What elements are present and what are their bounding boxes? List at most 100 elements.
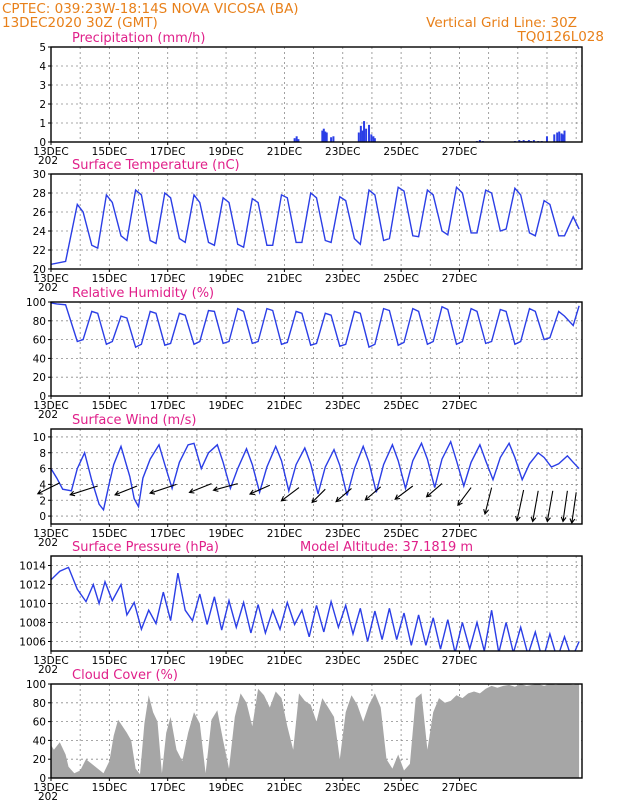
precip-bar — [321, 130, 324, 142]
y-tick-label: 5 — [39, 42, 46, 54]
y-tick-label: 40 — [33, 353, 46, 365]
wind-arrow — [69, 485, 98, 497]
x-tick-label: 19DEC — [208, 400, 243, 412]
y-tick-label: 2 — [39, 99, 46, 111]
x-tick-label: 17DEC — [150, 528, 185, 540]
y-tick-label: 20 — [33, 264, 46, 276]
precip-bar — [563, 130, 566, 142]
x-tick-label: 17DEC — [150, 146, 185, 158]
precip-bar — [532, 140, 535, 142]
header-model: TQ0126L028 — [516, 29, 604, 45]
wind-title: Surface Wind (m/s) — [72, 413, 196, 428]
y-tick-label: 20 — [33, 372, 46, 384]
cloud-title: Cloud Cover (%) — [72, 668, 178, 683]
precip-bar — [359, 125, 362, 142]
y-tick-label: 100 — [26, 297, 46, 309]
x-tick-label: 21DEC — [267, 782, 302, 794]
precip-bar — [361, 130, 364, 142]
x-tick-label: 17DEC — [150, 273, 185, 285]
y-tick-label: 0 — [39, 391, 46, 403]
y-tick-label: 20 — [33, 754, 46, 766]
y-tick-label: 60 — [33, 717, 46, 729]
precip-bar — [293, 138, 296, 142]
x-tick-label: 17DEC — [150, 400, 185, 412]
x-tick-label: 13DEC — [33, 146, 68, 158]
x-tick-label: 27DEC — [442, 273, 477, 285]
y-tick-label: 0 — [39, 773, 46, 785]
wind-arrow — [280, 487, 300, 502]
x-tick-label: 25DEC — [383, 782, 418, 794]
wind-arrow — [483, 487, 493, 516]
x-tick-label: 15DEC — [92, 528, 127, 540]
x-tick-label: 17DEC — [150, 782, 185, 794]
panel-temperature: 20 22 24 26 28 30 13DEC 15DEC 17DEC 19DEC 21DEC 23D… — [33, 158, 583, 294]
wind-arrow — [311, 488, 326, 504]
precip-bar — [325, 132, 328, 142]
precip-bar — [365, 128, 368, 142]
y-tick-label: 2 — [39, 495, 46, 507]
y-tick-label: 100 — [26, 679, 46, 691]
y-tick-label: 4 — [39, 61, 46, 73]
wind-arrow — [188, 483, 212, 494]
x-tick-label: 19DEC — [208, 782, 243, 794]
x-year-label: 202 — [38, 409, 58, 421]
pressure-series-line — [51, 566, 580, 651]
wind-arrow — [364, 486, 382, 501]
y-tick-label: 26 — [33, 207, 47, 219]
x-tick-label: 15DEC — [92, 782, 127, 794]
x-year-label: 202 — [38, 791, 58, 800]
x-tick-label: 23DEC — [325, 273, 360, 285]
wind-frame — [50, 428, 583, 525]
wind-arrow — [335, 487, 352, 503]
humidity-frame — [50, 301, 583, 397]
x-tick-label: 23DEC — [325, 782, 360, 794]
y-tick-label: 8 — [39, 448, 46, 460]
header-run-date: 13DEC2020 30Z (GMT) — [2, 15, 158, 31]
precip-bar — [368, 124, 371, 142]
wind-arrow — [149, 483, 177, 495]
y-tick-label: 1 — [39, 118, 46, 130]
precip-bar — [553, 134, 556, 142]
precip-bar — [518, 140, 521, 142]
y-tick-label: 3 — [39, 80, 46, 92]
x-tick-label: 21DEC — [267, 400, 302, 412]
x-tick-label: 23DEC — [325, 528, 360, 540]
x-tick-label: 27DEC — [442, 655, 477, 667]
x-tick-label: 25DEC — [383, 273, 418, 285]
y-tick-label: 1008 — [19, 618, 46, 630]
x-tick-label: 27DEC — [442, 528, 477, 540]
y-tick-label: 80 — [33, 316, 46, 328]
x-tick-label: 15DEC — [92, 273, 127, 285]
y-tick-label: 1014 — [19, 561, 46, 573]
x-year-label: 202 — [38, 537, 58, 549]
x-tick-label: 15DEC — [92, 146, 127, 158]
chart-panels: 0 1 2 3 4 5 13DEC 15DEC 17DEC 19DEC 21DEC 23DEC 25DE… — [19, 31, 583, 800]
wind-arrow — [545, 490, 554, 523]
precip-bar — [332, 136, 335, 142]
y-tick-label: 40 — [33, 735, 46, 747]
x-tick-label: 19DEC — [208, 146, 243, 158]
x-tick-label: 27DEC — [442, 146, 477, 158]
cloud-frame — [50, 683, 583, 779]
y-tick-label: 6 — [39, 464, 46, 476]
panel-precipitation: 0 1 2 3 4 5 13DEC 15DEC 17DEC 19DEC 21DEC 23DEC 25DE… — [33, 31, 583, 167]
y-tick-label: 10 — [33, 432, 46, 444]
y-tick-label: 22 — [33, 245, 46, 257]
x-tick-label: 23DEC — [325, 146, 360, 158]
precip-bar — [357, 132, 360, 142]
x-tick-label: 13DEC — [33, 528, 68, 540]
precip-bar — [562, 134, 565, 142]
y-tick-label: 60 — [33, 335, 46, 347]
y-tick-label: 1012 — [19, 580, 46, 592]
x-year-label: 202 — [38, 282, 58, 294]
cloud-cover-area — [51, 684, 580, 778]
precip-bar — [478, 140, 481, 142]
temperature-title: Surface Temperature (nC) — [72, 158, 240, 173]
panel-cloud: 0 20 40 60 80 100 13DEC 15DEC 17DEC 19DEC 21DEC 23D… — [26, 668, 583, 800]
temperature-frame — [50, 173, 583, 270]
x-tick-label: 27DEC — [442, 400, 477, 412]
x-tick-label: 21DEC — [267, 528, 302, 540]
x-tick-label: 27DEC — [442, 782, 477, 794]
precip-bar — [363, 121, 366, 142]
